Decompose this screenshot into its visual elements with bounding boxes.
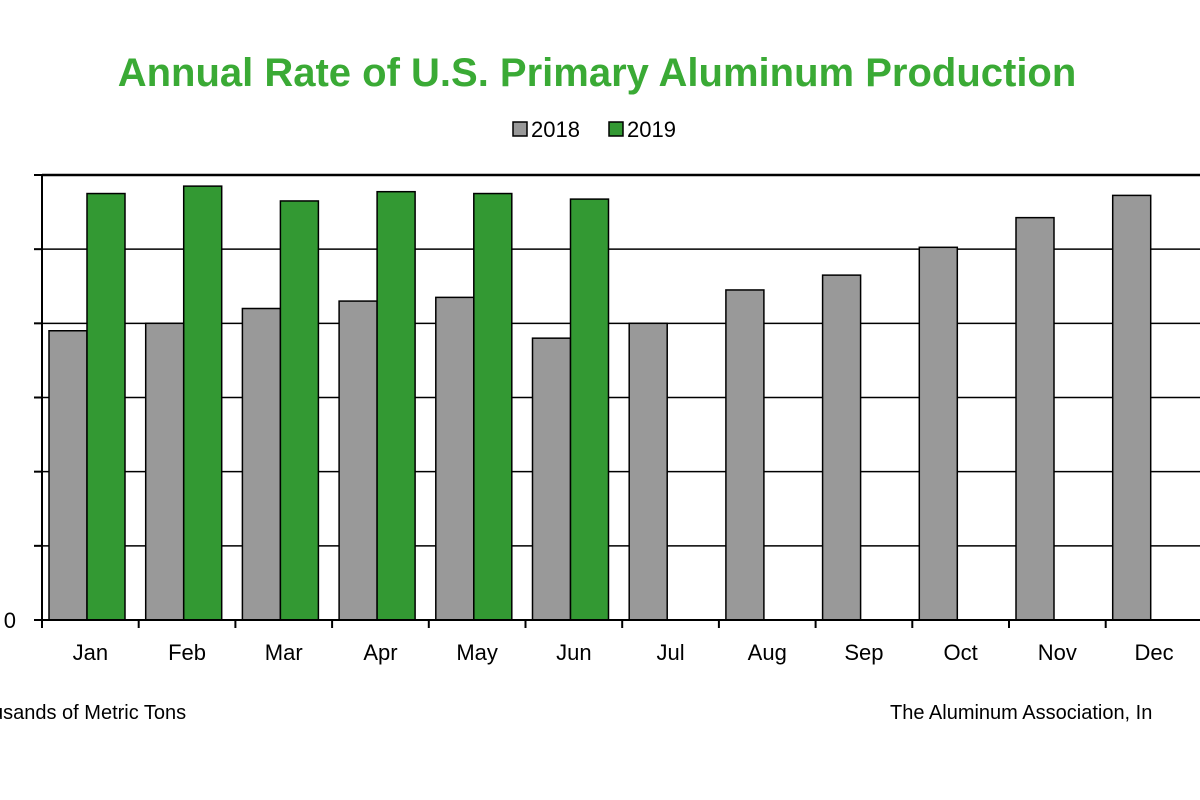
chart-title: Annual Rate of U.S. Primary Aluminum Pro… — [118, 51, 1077, 95]
legend-swatch-2018 — [512, 121, 528, 137]
x-tick-label-aug: Aug — [748, 640, 787, 665]
x-tick-label-sep: Sep — [844, 640, 883, 665]
legend: 2018 2019 — [512, 117, 676, 142]
x-tick-label-jun: Jun — [556, 640, 591, 665]
bar-2018-jul — [628, 322, 668, 621]
legend-label-2018: 2018 — [531, 117, 580, 142]
legend-label-2019: 2019 — [627, 117, 676, 142]
bar-2019-feb — [182, 185, 223, 621]
bar-2018-apr — [338, 300, 378, 621]
x-tick-label-feb: Feb — [168, 640, 206, 665]
x-tick-label-jul: Jul — [656, 640, 684, 665]
gridlines — [42, 173, 1200, 547]
bar-2018-jan — [48, 330, 88, 621]
axes — [34, 174, 1200, 628]
x-tick-label-dec: Dec — [1134, 640, 1173, 665]
x-tick-label-jan: Jan — [73, 640, 108, 665]
unit-note: usands of Metric Tons — [0, 702, 186, 724]
x-tick-labels: Jan Feb Mar Apr May Jun Jul Aug Sep Oct Nov Dec — [73, 640, 1174, 665]
x-tick-label-oct: Oct — [944, 640, 978, 665]
legend-swatch-2019 — [608, 121, 624, 137]
bar-2018-sep — [821, 274, 862, 621]
x-tick-label-mar: Mar — [265, 640, 303, 665]
x-tick-label-may: May — [456, 640, 498, 665]
y-tick-labels: 0 — [4, 608, 16, 633]
bars — [48, 185, 1152, 621]
bar-2019-mar — [279, 200, 320, 621]
source-note: The Aluminum Association, In — [890, 702, 1152, 724]
x-tick-label-apr: Apr — [363, 640, 397, 665]
bar-2018-feb — [144, 322, 185, 621]
bar-2018-oct — [918, 246, 959, 621]
y-tick-label: 0 — [4, 608, 16, 633]
bar-2018-mar — [241, 307, 282, 621]
bar-2018-dec — [1111, 194, 1152, 621]
bar-2018-nov — [1015, 216, 1055, 621]
x-tick-label-nov: Nov — [1038, 640, 1077, 665]
bar-2019-jan — [86, 192, 126, 621]
bar-2018-may — [435, 296, 475, 621]
bar-2018-aug — [725, 289, 765, 621]
bar-2019-apr — [376, 190, 416, 621]
bar-2019-jun — [569, 198, 610, 621]
bar-2018-jun — [531, 337, 572, 621]
bar-2019-may — [473, 192, 513, 621]
